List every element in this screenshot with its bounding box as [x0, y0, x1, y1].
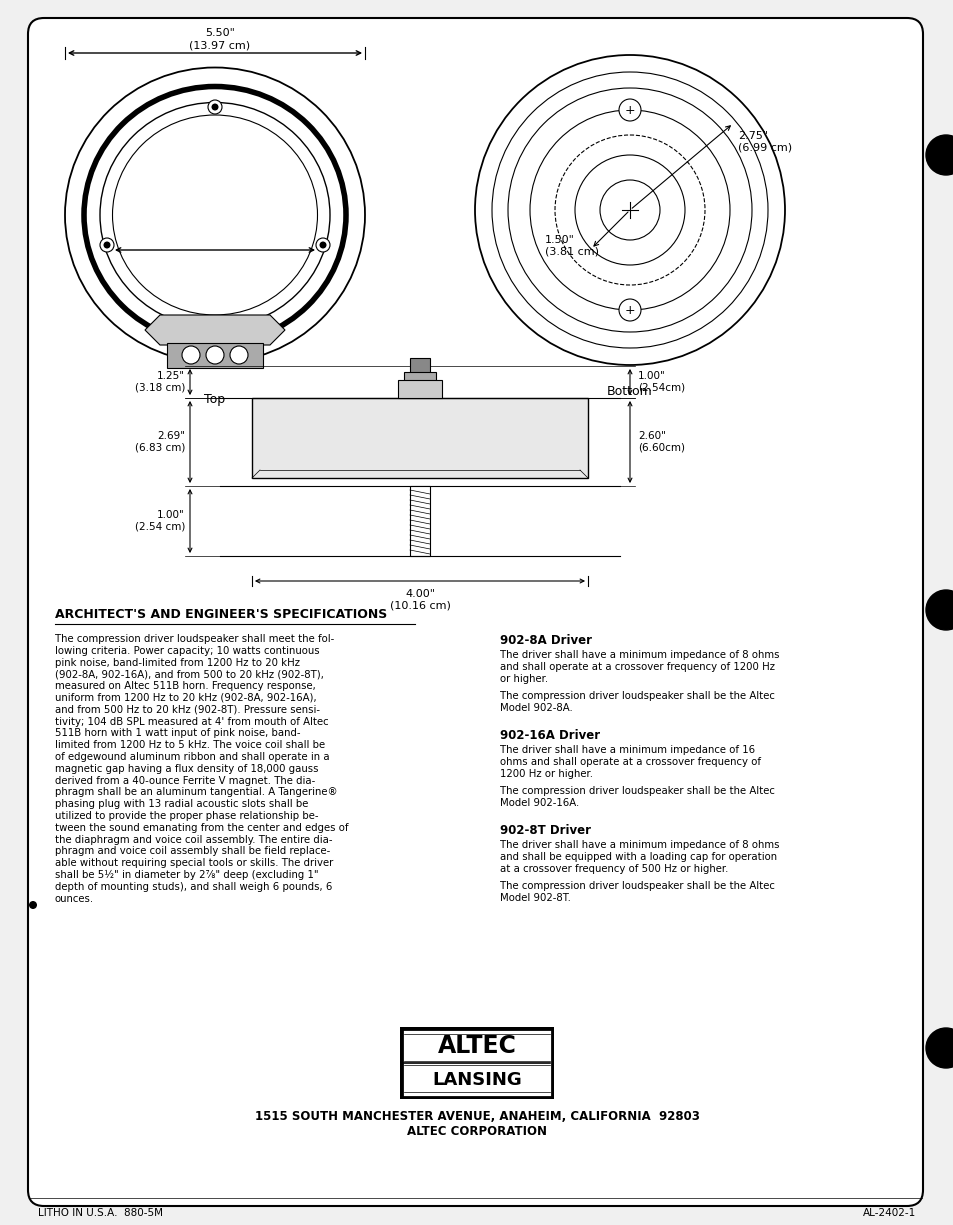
Text: 1200 Hz or higher.: 1200 Hz or higher.	[499, 768, 593, 779]
Circle shape	[230, 345, 248, 364]
Text: ALTEC CORPORATION: ALTEC CORPORATION	[407, 1125, 546, 1138]
Circle shape	[319, 241, 326, 249]
Bar	[399, 1027, 554, 1099]
Bar	[410, 358, 430, 376]
Polygon shape	[145, 315, 285, 345]
Text: 2.75"
(6.99 cm): 2.75" (6.99 cm)	[738, 131, 791, 153]
Text: The compression driver loudspeaker shall be the Altec: The compression driver loudspeaker shall…	[499, 882, 774, 892]
Text: 511B horn with 1 watt input of pink noise, band-: 511B horn with 1 watt input of pink nois…	[55, 729, 300, 739]
Text: 2.60"
(6.60cm): 2.60" (6.60cm)	[638, 431, 684, 453]
Text: Top: Top	[204, 393, 225, 405]
Text: 1.50"
(3.81 cm): 1.50" (3.81 cm)	[544, 235, 598, 256]
Text: ounces.: ounces.	[55, 893, 94, 904]
Text: 902-16A Driver: 902-16A Driver	[499, 729, 599, 742]
Circle shape	[925, 1028, 953, 1068]
Text: and from 500 Hz to 20 kHz (902-8T). Pressure sensi-: and from 500 Hz to 20 kHz (902-8T). Pres…	[55, 704, 319, 715]
Circle shape	[315, 238, 330, 252]
Text: phasing plug with 13 radial acoustic slots shall be: phasing plug with 13 radial acoustic slo…	[55, 799, 308, 810]
FancyBboxPatch shape	[28, 18, 923, 1205]
Text: the diaphragm and voice coil assembly. The entire dia-: the diaphragm and voice coil assembly. T…	[55, 834, 333, 844]
Text: of edgewound aluminum ribbon and shall operate in a: of edgewound aluminum ribbon and shall o…	[55, 752, 330, 762]
Text: 1.00"
(2.54 cm): 1.00" (2.54 cm)	[134, 510, 185, 532]
Text: tivity; 104 dB SPL measured at 4' from mouth of Altec: tivity; 104 dB SPL measured at 4' from m…	[55, 717, 328, 726]
Bar	[401, 1029, 552, 1098]
Circle shape	[182, 345, 200, 364]
Circle shape	[618, 299, 640, 321]
Text: LITHO IN U.S.A.  880-5M: LITHO IN U.S.A. 880-5M	[38, 1208, 163, 1218]
Text: The driver shall have a minimum impedance of 8 ohms: The driver shall have a minimum impedanc…	[499, 840, 779, 850]
Text: The compression driver loudspeaker shall be the Altec: The compression driver loudspeaker shall…	[499, 786, 774, 796]
Circle shape	[618, 99, 640, 121]
Circle shape	[212, 103, 218, 110]
Text: +: +	[624, 304, 635, 316]
Text: derived from a 40-ounce Ferrite V magnet. The dia-: derived from a 40-ounce Ferrite V magnet…	[55, 775, 314, 785]
Bar	[410, 486, 430, 556]
Text: ALTEC: ALTEC	[437, 1034, 516, 1058]
Text: 1.25"
(3.18 cm): 1.25" (3.18 cm)	[134, 371, 185, 393]
Text: Model 902-8T.: Model 902-8T.	[499, 893, 570, 903]
Text: (902-8A, 902-16A), and from 500 to 20 kHz (902-8T),: (902-8A, 902-16A), and from 500 to 20 kH…	[55, 669, 323, 680]
Text: lowing criteria. Power capacity; 10 watts continuous: lowing criteria. Power capacity; 10 watt…	[55, 646, 319, 655]
Ellipse shape	[100, 103, 330, 327]
Text: and shall operate at a crossover frequency of 1200 Hz: and shall operate at a crossover frequen…	[499, 662, 774, 671]
Text: 2.69"
(6.83 cm): 2.69" (6.83 cm)	[134, 431, 185, 453]
Text: able without requiring special tools or skills. The driver: able without requiring special tools or …	[55, 859, 333, 869]
Circle shape	[103, 241, 111, 249]
Bar	[403, 372, 436, 386]
Text: tween the sound emanating from the center and edges of: tween the sound emanating from the cente…	[55, 823, 348, 833]
Bar	[397, 380, 441, 398]
Text: 1515 SOUTH MANCHESTER AVENUE, ANAHEIM, CALIFORNIA  92803: 1515 SOUTH MANCHESTER AVENUE, ANAHEIM, C…	[254, 1110, 699, 1123]
Text: utilized to provide the proper phase relationship be-: utilized to provide the proper phase rel…	[55, 811, 318, 821]
Text: The compression driver loudspeaker shall be the Altec: The compression driver loudspeaker shall…	[499, 691, 774, 702]
Text: magnetic gap having a flux density of 18,000 gauss: magnetic gap having a flux density of 18…	[55, 764, 318, 774]
Text: 1.00"
(2.54cm): 1.00" (2.54cm)	[638, 371, 684, 393]
Text: limited from 1200 Hz to 5 kHz. The voice coil shall be: limited from 1200 Hz to 5 kHz. The voice…	[55, 740, 325, 750]
Text: AL-2402-1: AL-2402-1	[862, 1208, 915, 1218]
Circle shape	[208, 100, 222, 114]
Circle shape	[925, 590, 953, 630]
Text: The compression driver loudspeaker shall meet the fol-: The compression driver loudspeaker shall…	[55, 635, 334, 644]
Text: ohms and shall operate at a crossover frequency of: ohms and shall operate at a crossover fr…	[499, 757, 760, 767]
Text: or higher.: or higher.	[499, 674, 548, 684]
Text: Model 902-8A.: Model 902-8A.	[499, 703, 572, 713]
Text: and shall be equipped with a loading cap for operation: and shall be equipped with a loading cap…	[499, 851, 777, 862]
Text: pink noise, band-limited from 1200 Hz to 20 kHz: pink noise, band-limited from 1200 Hz to…	[55, 658, 299, 668]
Circle shape	[206, 345, 224, 364]
Text: uniform from 1200 Hz to 20 kHz (902-8A, 902-16A),: uniform from 1200 Hz to 20 kHz (902-8A, …	[55, 693, 316, 703]
Text: 5.50"
(13.97 cm): 5.50" (13.97 cm)	[190, 28, 251, 50]
Circle shape	[29, 902, 37, 909]
Bar	[167, 343, 263, 368]
Text: 3.63"
(9.21 cm): 3.63" (9.21 cm)	[188, 255, 242, 277]
Text: 902-8T Driver: 902-8T Driver	[499, 824, 590, 837]
Text: at a crossover frequency of 500 Hz or higher.: at a crossover frequency of 500 Hz or hi…	[499, 864, 727, 873]
Text: ARCHITECT'S AND ENGINEER'S SPECIFICATIONS: ARCHITECT'S AND ENGINEER'S SPECIFICATION…	[55, 608, 387, 621]
Circle shape	[925, 135, 953, 175]
Text: phragm and voice coil assembly shall be field replace-: phragm and voice coil assembly shall be …	[55, 846, 330, 856]
Bar	[252, 398, 587, 478]
Text: 902-8A Driver: 902-8A Driver	[499, 635, 592, 647]
Text: LANSING: LANSING	[432, 1071, 521, 1089]
Text: measured on Altec 511B horn. Frequency response,: measured on Altec 511B horn. Frequency r…	[55, 681, 315, 691]
Text: Model 902-16A.: Model 902-16A.	[499, 799, 578, 808]
Text: depth of mounting studs), and shall weigh 6 pounds, 6: depth of mounting studs), and shall weig…	[55, 882, 332, 892]
Text: The driver shall have a minimum impedance of 8 ohms: The driver shall have a minimum impedanc…	[499, 650, 779, 660]
Text: The driver shall have a minimum impedance of 16: The driver shall have a minimum impedanc…	[499, 745, 755, 755]
Circle shape	[100, 238, 113, 252]
Text: shall be 5½" in diameter by 2⅞" deep (excluding 1": shall be 5½" in diameter by 2⅞" deep (ex…	[55, 870, 318, 880]
Text: Bottom: Bottom	[606, 385, 652, 398]
Text: 4.00"
(10.16 cm): 4.00" (10.16 cm)	[389, 589, 450, 610]
Text: +: +	[624, 103, 635, 116]
Text: phragm shall be an aluminum tangential. A Tangerine®: phragm shall be an aluminum tangential. …	[55, 788, 337, 797]
